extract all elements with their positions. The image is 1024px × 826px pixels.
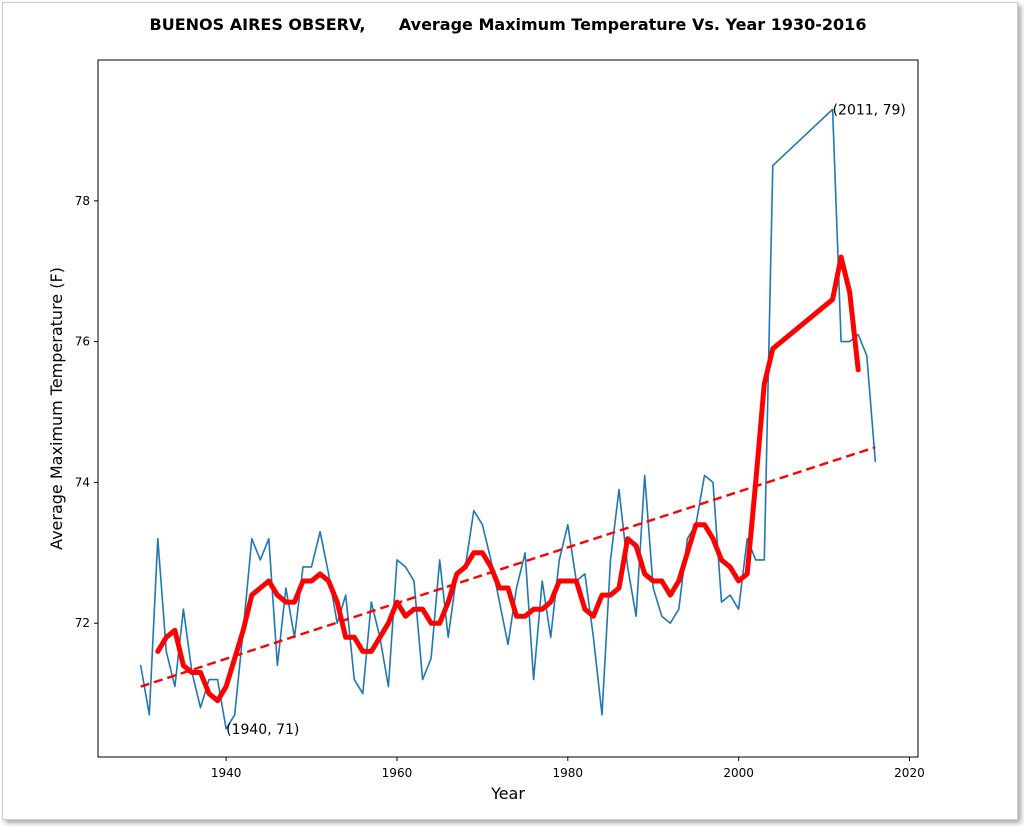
x-tick-label: 2000	[723, 766, 754, 780]
y-tick-label: 78	[75, 194, 90, 208]
y-tick-label: 76	[75, 335, 90, 349]
ticks-layer: 1940 1960 1980 2000 2020 72 74 76 78	[75, 194, 925, 780]
x-tick-label: 1980	[553, 766, 584, 780]
plot-area-border	[97, 59, 919, 758]
point-annotation: (1940, 71)	[226, 722, 299, 738]
temperature-line	[139, 108, 877, 730]
y-tick-label: 74	[75, 475, 90, 489]
series-layer	[139, 108, 877, 730]
moving-average-line	[155, 254, 861, 704]
trend-line	[140, 446, 876, 688]
x-tick-label: 1940	[211, 766, 242, 780]
x-tick-label: 1960	[382, 766, 413, 780]
x-tick-label: 2020	[894, 766, 925, 780]
point-annotation: (2011, 79)	[833, 102, 906, 118]
y-axis-label: Average Maximum Temperature (F)	[47, 267, 66, 550]
y-tick-label: 72	[75, 616, 90, 630]
x-axis-label: Year	[490, 784, 525, 803]
chart-title: BUENOS AIRES OBSERV, Average Maximum Tem…	[150, 15, 867, 34]
annotation-layer: (1940, 71) (2011, 79)	[226, 102, 906, 738]
